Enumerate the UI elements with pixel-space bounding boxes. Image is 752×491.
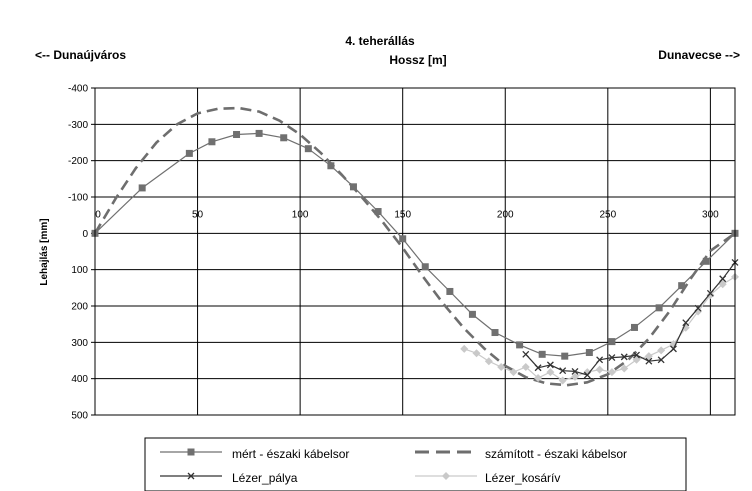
data-point	[657, 346, 666, 355]
x-tick-label: 150	[394, 209, 411, 220]
legend-label-laser-deck: Lézer_pálya	[232, 471, 298, 485]
data-point	[534, 373, 543, 382]
x-ticks: 0 50 100 150 200 250 300	[95, 209, 719, 220]
data-point	[491, 329, 499, 337]
data-point	[682, 319, 690, 327]
data-point	[571, 372, 579, 381]
legend: mért - északi kábelsor számított - észak…	[144, 437, 687, 491]
data-point	[534, 364, 542, 372]
data-point	[607, 368, 616, 377]
direction-left-label: <-- Dunaújváros	[35, 48, 126, 62]
x-axis-title: Hossz [m]	[389, 53, 446, 67]
data-point	[349, 183, 357, 191]
y-tick-label: 100	[71, 265, 88, 276]
data-point	[516, 341, 524, 349]
x-tick-label: 200	[497, 209, 514, 220]
x-tick-label: 0	[95, 209, 101, 220]
legend-label-measured: mért - északi kábelsor	[232, 447, 349, 461]
plot-frame	[94, 87, 736, 416]
data-point	[706, 291, 715, 300]
data-point	[138, 184, 146, 192]
data-point	[596, 356, 604, 364]
data-point	[399, 235, 407, 243]
data-point	[644, 352, 653, 361]
chart-title: 4. teherállás	[345, 34, 415, 48]
data-point	[280, 134, 288, 142]
y-tick-label: 200	[71, 302, 88, 313]
x-tick-label: 100	[292, 209, 309, 220]
data-point	[546, 361, 554, 369]
data-point	[538, 350, 546, 358]
legend-label-calculated: számított - északi kábelsor	[485, 447, 627, 461]
data-point	[571, 367, 579, 375]
legend-marker-sample	[187, 448, 195, 456]
data-point	[497, 363, 506, 372]
data-point	[585, 349, 593, 357]
y-tick-label: -200	[68, 156, 88, 167]
y-ticks: -400 -300 -200 -100 0 100 200 300 400 500	[68, 84, 95, 422]
y-axis-title: Lehajlás [mm]	[39, 218, 50, 285]
data-point	[620, 364, 629, 373]
x-tick-label: 250	[599, 209, 616, 220]
y-tick-label: -300	[68, 120, 88, 131]
legend-marker-sample	[442, 472, 450, 480]
series-3	[460, 272, 739, 385]
y-tick-label: -100	[68, 193, 88, 204]
data-point	[185, 149, 193, 157]
data-point	[630, 323, 638, 331]
data-point	[608, 354, 616, 362]
data-point	[559, 367, 567, 375]
data-point	[546, 368, 555, 377]
direction-right-label: Dunavecse -->	[658, 48, 740, 62]
data-point	[645, 357, 653, 365]
data-point	[509, 368, 518, 377]
x-tick-label: 50	[192, 209, 204, 220]
data-point	[374, 208, 382, 216]
series-line	[94, 132, 736, 357]
data-point	[522, 350, 530, 358]
data-point	[472, 349, 481, 358]
data-point	[694, 304, 702, 312]
y-tick-label: -400	[68, 84, 88, 95]
legend-box	[144, 437, 687, 491]
data-point	[583, 371, 591, 379]
data-point	[460, 344, 469, 353]
y-tick-label: 400	[71, 374, 88, 385]
data-point	[633, 351, 640, 359]
data-point	[558, 376, 567, 385]
data-point	[657, 356, 665, 364]
data-point	[446, 287, 454, 295]
data-point	[719, 275, 727, 283]
series-layer	[91, 106, 739, 387]
data-point	[561, 352, 569, 360]
x-tick-label: 300	[702, 209, 719, 220]
data-point	[718, 280, 727, 289]
data-point	[608, 338, 616, 346]
data-point	[655, 304, 663, 312]
data-point	[304, 145, 312, 153]
data-point	[233, 131, 241, 139]
data-point	[521, 363, 530, 372]
data-point	[670, 345, 677, 353]
data-point	[208, 138, 216, 146]
data-point	[484, 357, 493, 366]
data-point	[620, 353, 628, 361]
y-tick-label: 0	[82, 229, 88, 240]
y-tick-label: 300	[71, 338, 88, 349]
data-point	[702, 257, 710, 265]
data-point	[678, 282, 686, 290]
data-point	[255, 129, 263, 137]
data-point	[595, 365, 604, 374]
legend-marker-sample	[187, 472, 195, 480]
series-2	[522, 258, 739, 379]
legend-label-laser-arch: Lézer_kosárív	[485, 471, 560, 485]
data-point	[421, 263, 429, 271]
data-point	[706, 289, 714, 297]
y-tick-label: 500	[71, 411, 88, 422]
data-point	[327, 162, 335, 170]
legend-samples	[160, 448, 477, 480]
data-point	[468, 310, 476, 318]
